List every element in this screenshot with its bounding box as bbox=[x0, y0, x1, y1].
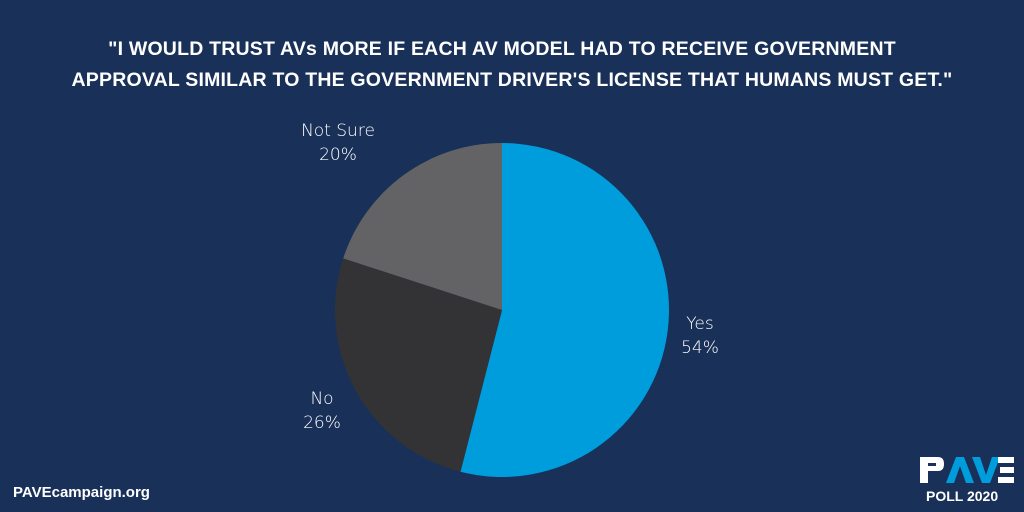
label-yes: Yes 54% bbox=[670, 312, 730, 360]
chart-title-line-2: APPROVAL SIMILAR TO THE GOVERNMENT DRIVE… bbox=[71, 69, 953, 91]
label-no-name: No bbox=[310, 389, 334, 409]
label-no-value: 26% bbox=[303, 413, 341, 433]
poll-year: POLL 2020 bbox=[926, 488, 999, 504]
label-not-sure-value: 20% bbox=[319, 145, 357, 165]
label-not-sure: Not Sure 20% bbox=[288, 119, 388, 167]
chart-title-line-1: "I WOULD TRUST AVs MORE IF EACH AV MODEL… bbox=[108, 38, 896, 60]
pave-logo bbox=[920, 457, 1014, 483]
pie-slice-yes bbox=[460, 143, 670, 477]
label-not-sure-name: Not Sure bbox=[301, 121, 375, 141]
label-no: No 26% bbox=[292, 387, 352, 435]
pie-slice-not-sure bbox=[343, 143, 502, 310]
pie-slice-no bbox=[335, 258, 502, 472]
website-link[interactable]: PAVEcampaign.org bbox=[13, 484, 150, 501]
label-yes-value: 54% bbox=[681, 338, 719, 358]
label-yes-name: Yes bbox=[686, 314, 714, 334]
